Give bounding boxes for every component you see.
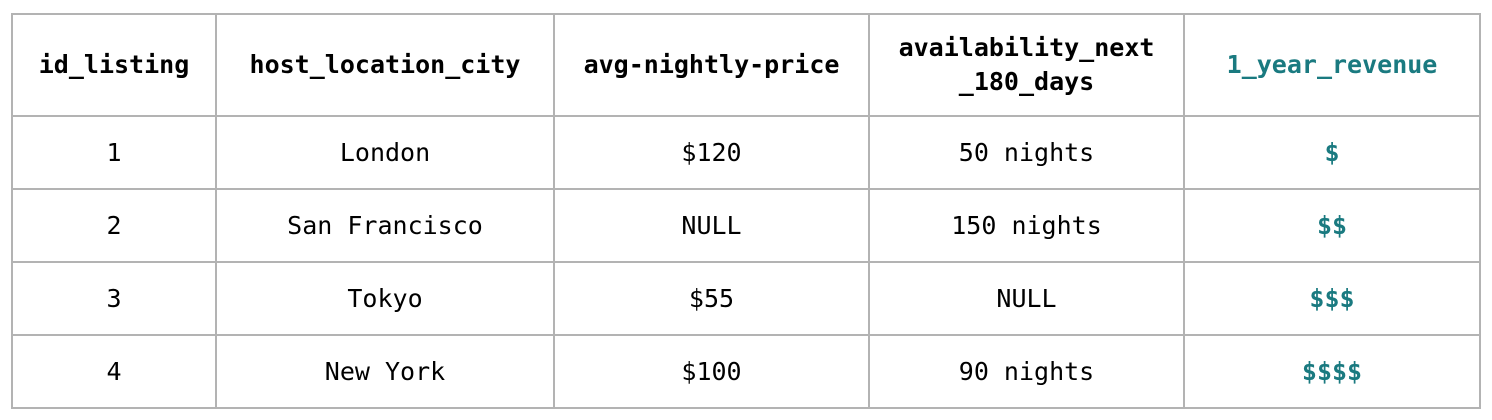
table-header-row: id_listing host_location_city avg-nightl… bbox=[11, 13, 1481, 117]
cell-id-listing: 3 bbox=[11, 261, 217, 336]
cell-availability: 50 nights bbox=[868, 115, 1185, 190]
cell-host-location-city: London bbox=[215, 115, 555, 190]
header-availability-next-180-days: availability_next _180_days bbox=[868, 13, 1185, 117]
cell-host-location-city: New York bbox=[215, 334, 555, 409]
cell-id-listing: 2 bbox=[11, 188, 217, 263]
header-1-year-revenue: 1_year_revenue bbox=[1183, 13, 1481, 117]
cell-avg-nightly-price: $100 bbox=[553, 334, 870, 409]
table-row: 3 Tokyo $55 NULL $$$ bbox=[11, 261, 1481, 336]
cell-host-location-city: San Francisco bbox=[215, 188, 555, 263]
cell-availability: 90 nights bbox=[868, 334, 1185, 409]
table-row: 1 London $120 50 nights $ bbox=[11, 115, 1481, 190]
cell-1-year-revenue: $$ bbox=[1183, 188, 1481, 263]
header-host-location-city: host_location_city bbox=[215, 13, 555, 117]
cell-availability: 150 nights bbox=[868, 188, 1185, 263]
cell-id-listing: 1 bbox=[11, 115, 217, 190]
cell-1-year-revenue: $$$ bbox=[1183, 261, 1481, 336]
table-container: id_listing host_location_city avg-nightl… bbox=[11, 13, 1481, 409]
table-row: 2 San Francisco NULL 150 nights $$ bbox=[11, 188, 1481, 263]
cell-1-year-revenue: $$$$ bbox=[1183, 334, 1481, 409]
cell-host-location-city: Tokyo bbox=[215, 261, 555, 336]
cell-1-year-revenue: $ bbox=[1183, 115, 1481, 190]
listings-table: id_listing host_location_city avg-nightl… bbox=[11, 13, 1481, 409]
cell-avg-nightly-price: $55 bbox=[553, 261, 870, 336]
cell-avg-nightly-price: $120 bbox=[553, 115, 870, 190]
cell-avg-nightly-price: NULL bbox=[553, 188, 870, 263]
table-row: 4 New York $100 90 nights $$$$ bbox=[11, 334, 1481, 409]
cell-availability: NULL bbox=[868, 261, 1185, 336]
cell-id-listing: 4 bbox=[11, 334, 217, 409]
header-avg-nightly-price: avg-nightly-price bbox=[553, 13, 870, 117]
header-id-listing: id_listing bbox=[11, 13, 217, 117]
